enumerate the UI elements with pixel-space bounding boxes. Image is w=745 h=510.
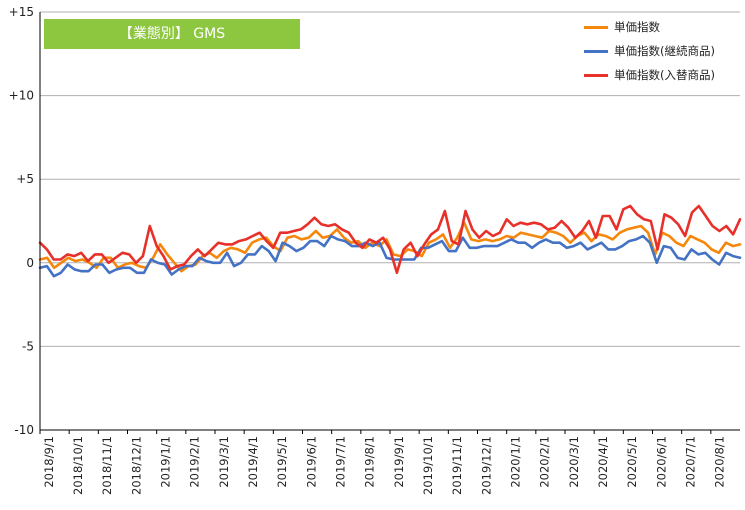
- x-tick-label: 2020/4/1: [596, 436, 610, 488]
- x-tick-label: 2020/2/1: [538, 436, 552, 488]
- x-tick-label: 2018/9/1: [42, 436, 56, 488]
- x-tick-label: 2020/5/1: [625, 436, 639, 488]
- x-tick-label: 2019/4/1: [246, 436, 260, 488]
- legend-label-continuing-products: 単価指数(継続商品): [614, 44, 715, 58]
- x-tick-label: 2018/12/1: [129, 436, 143, 495]
- x-tick-label: 2019/7/1: [333, 436, 347, 488]
- x-tick-label: 2019/1/1: [158, 436, 172, 488]
- series-line-1: [38, 234, 742, 278]
- x-tick-label: 2018/10/1: [71, 436, 85, 495]
- y-tick-label: 0: [26, 256, 34, 270]
- x-tick-label: 2020/1/1: [508, 436, 522, 488]
- chart-title: 【業態別】 GMS: [44, 19, 300, 49]
- x-tick-label: 2018/11/1: [100, 436, 114, 495]
- y-tick-label: -10: [14, 423, 34, 437]
- y-tick-label: +5: [16, 172, 34, 186]
- legend-label-replacement-products: 単価指数(入替商品): [614, 68, 715, 82]
- legend-swatch-replacement-products: [584, 74, 608, 77]
- series-lines: [38, 204, 742, 278]
- y-tick-label: +15: [9, 5, 34, 19]
- x-tick-label: 2019/11/1: [450, 436, 464, 495]
- x-tick-label: 2020/7/1: [683, 436, 697, 488]
- legend-swatch-unit-price-index: [584, 26, 608, 29]
- x-tick-label: 2019/2/1: [188, 436, 202, 488]
- legend-label-unit-price-index: 単価指数: [614, 20, 660, 34]
- x-tick-label: 2019/3/1: [217, 436, 231, 488]
- x-tick-label: 2019/6/1: [304, 436, 318, 488]
- x-tick-label: 2020/8/1: [713, 436, 727, 488]
- legend-swatch-continuing-products: [584, 50, 608, 53]
- y-tick-label: +10: [9, 89, 34, 103]
- x-tick-label: 2020/6/1: [654, 436, 668, 488]
- x-tick-label: 2019/5/1: [275, 436, 289, 488]
- series-line-2: [38, 204, 742, 275]
- x-tick-label: 2019/12/1: [479, 436, 493, 495]
- y-tick-label: -5: [22, 339, 34, 353]
- x-tick-label: 2019/9/1: [392, 436, 406, 488]
- x-axis-tick-labels: 2018/9/1 2018/10/1 2018/11/1 2018/12/1 2019/…: [39, 430, 727, 495]
- y-axis-tick-labels: -10 -5 0 +5 +10 +15: [9, 5, 34, 437]
- x-tick-label: 2019/10/1: [421, 436, 435, 495]
- x-tick-label: 2020/3/1: [567, 436, 581, 488]
- x-tick-label: 2019/8/1: [363, 436, 377, 488]
